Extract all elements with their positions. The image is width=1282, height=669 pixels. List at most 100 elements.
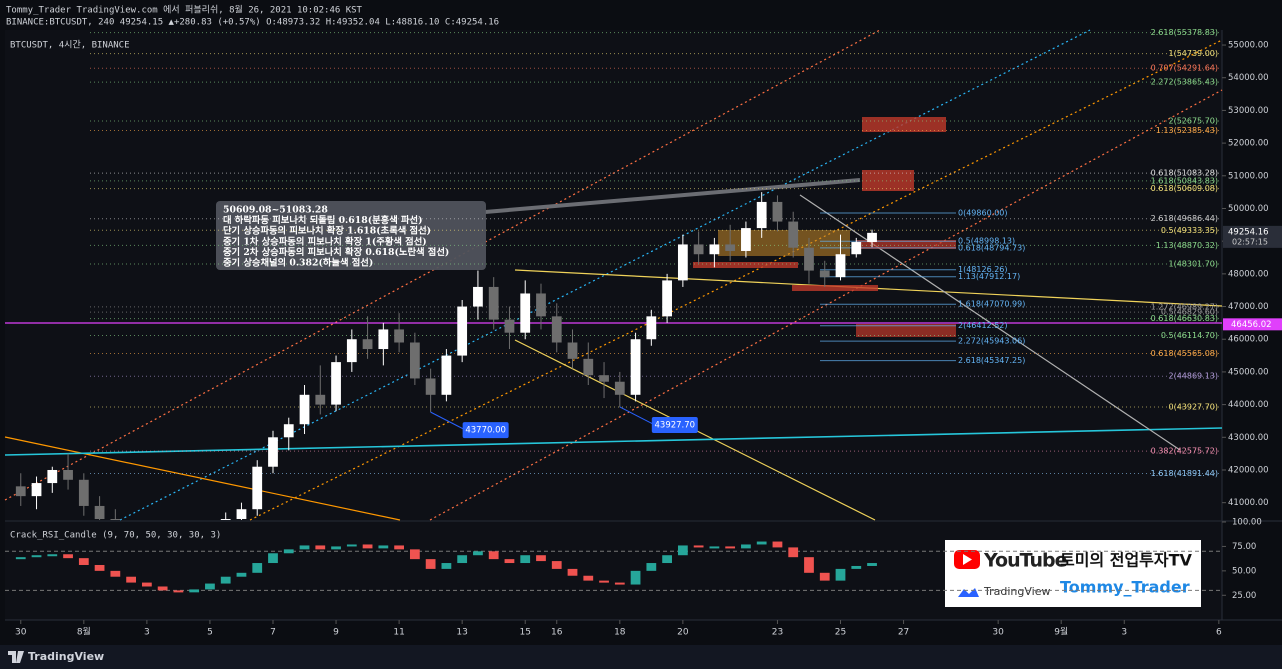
rsi-title: Crack_RSI_Candle (9, 70, 50, 30, 30, 3) [10, 531, 221, 541]
rsi-candle [473, 551, 483, 556]
candle-body [425, 378, 436, 395]
candle [551, 303, 562, 353]
candle-body [835, 254, 846, 278]
candle [409, 332, 420, 385]
candle-body [646, 316, 657, 340]
fib-label: 2(44869.13) [1168, 372, 1218, 381]
x-tick-label: 20 [677, 628, 689, 638]
fib-label: 0.618(46630.83) [1151, 314, 1218, 323]
candle [725, 224, 736, 261]
fib-label: 1.13(52385.43) [1156, 126, 1218, 135]
candle [394, 313, 404, 353]
rsi-candle [110, 570, 121, 577]
candle [425, 368, 436, 413]
x-tick-label: 13 [456, 628, 467, 638]
fib-label: 1(48301.70) [1168, 259, 1218, 268]
callout-box [651, 416, 698, 433]
fib-label: 1(54739.00) [1168, 49, 1218, 58]
annotation-line: 중기 상승채널의 0.382(하늘색 점선) [223, 257, 373, 269]
y-tick-label: 52000.00 [1228, 139, 1269, 149]
candle-body [78, 479, 89, 506]
rsi-candle [346, 544, 357, 547]
candle-body [551, 316, 562, 343]
zone [862, 117, 946, 132]
rsi-candle [536, 555, 546, 562]
candle-body [693, 244, 704, 255]
y-tick-label: 50.00 [1232, 566, 1256, 576]
youtube-text: YouTube [983, 550, 1067, 572]
y-tick-label: 42000.00 [1228, 465, 1269, 475]
callout-line [619, 406, 656, 426]
x-tick-label: 3 [144, 628, 150, 638]
y-tick-label: 53000.00 [1228, 106, 1269, 116]
candle-body [741, 228, 751, 251]
rsi-candle [315, 545, 326, 550]
candle-body [520, 293, 531, 333]
annotation-line: 중기 1차 상승파동의 피보나치 확장 1(주황색 점선) [223, 235, 427, 247]
x-tick-label: 8월 [77, 626, 91, 638]
fib-label: 0.618(51083.28) [1151, 169, 1218, 178]
channel-line [119, 29, 1091, 521]
candle [583, 342, 594, 385]
rsi-candle [677, 545, 688, 556]
candle-body [756, 201, 767, 229]
rsi-candle [236, 572, 247, 577]
candle-body [583, 358, 594, 376]
candle [804, 237, 814, 284]
candle [15, 473, 26, 506]
fib-label: 0.618(45565.08) [1151, 349, 1218, 358]
x-tick-label: 18 [614, 628, 626, 638]
candle [504, 306, 515, 350]
candle-body [63, 469, 73, 480]
candle-body [788, 221, 799, 248]
price-tag-label: 46456.02 [1231, 320, 1272, 330]
candle [283, 417, 294, 451]
candle [646, 309, 657, 346]
footer-brand: TradingView [28, 650, 104, 663]
candle [788, 211, 799, 258]
annotation-pointer [484, 178, 861, 214]
rsi-candle [362, 544, 373, 549]
candle [110, 509, 121, 520]
candle [756, 192, 767, 238]
price-tag-label: 49254.16 [1228, 227, 1269, 237]
rsi-candle [756, 541, 767, 545]
candle-body [630, 339, 641, 395]
x-tick-label: 30 [992, 628, 1004, 638]
callout-label: 43770.00 [465, 426, 506, 436]
y-tick-label: 48000.00 [1228, 269, 1269, 279]
fib-label: 1(48126.26) [958, 265, 1008, 274]
rsi-candle [268, 553, 278, 564]
fib-label: 0.618(48794.73) [958, 243, 1025, 252]
rsi-candle [504, 559, 515, 564]
candle [851, 237, 862, 258]
candle-body [378, 329, 389, 350]
candle-body [110, 519, 121, 520]
candle [252, 460, 263, 516]
rsi-candle [31, 555, 42, 558]
y-tick-label: 51000.00 [1228, 171, 1269, 181]
price-tag [1223, 318, 1282, 331]
candle-body [567, 342, 578, 359]
fib-label: 2.618(45347.25) [958, 356, 1025, 365]
candle-body [252, 466, 263, 510]
candle-body [504, 319, 515, 333]
candle [31, 476, 42, 510]
rsi-candle [772, 541, 783, 548]
fib-label: 0.382(42575.72) [1151, 447, 1218, 456]
callout-line [430, 411, 466, 431]
channel-text: 토미의 전업투자TV [1060, 551, 1193, 570]
candle [567, 329, 578, 369]
candle-body [15, 486, 26, 497]
candle-body [441, 355, 452, 395]
fib-label: 1.618(47070.99) [958, 300, 1025, 309]
fib-label: 1.618(41891.44) [1151, 469, 1218, 478]
candle-body [536, 293, 546, 317]
candle [662, 273, 672, 323]
candle-body [268, 437, 278, 467]
channel-line [249, 39, 1223, 521]
zone [718, 230, 850, 256]
fib-label: 1.618(50843.83) [1151, 176, 1218, 185]
fib-label: 0.5(46829.60) [1161, 308, 1218, 317]
candle-body [31, 483, 42, 497]
